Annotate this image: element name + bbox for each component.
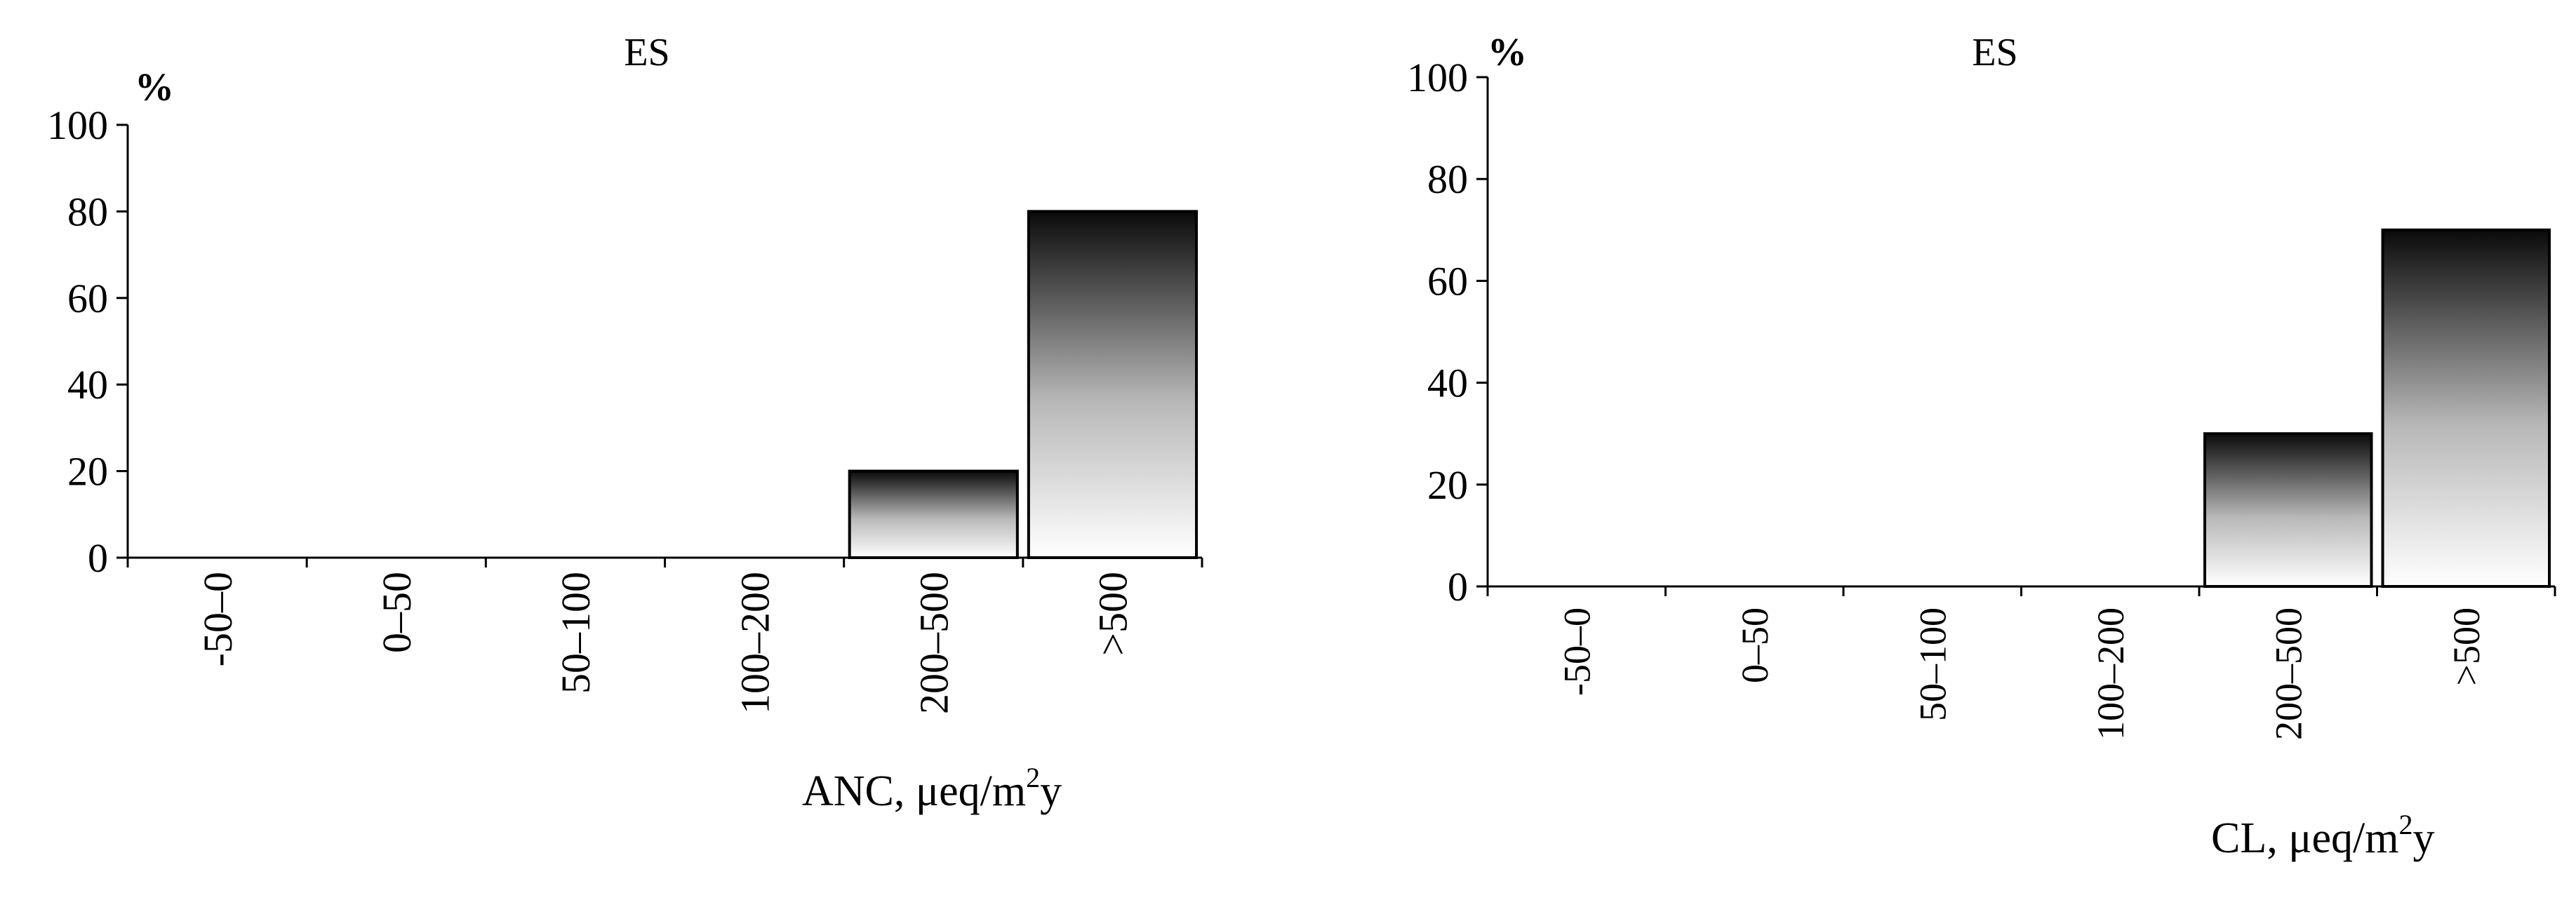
x-tick-label: 50–100: [1912, 607, 1954, 721]
x-tick-label: 100–200: [2090, 607, 2132, 740]
y-tick-label: 0: [88, 535, 108, 581]
y-tick-label: 100: [47, 102, 108, 148]
y-tick-label: 20: [1427, 462, 1468, 508]
x-axis-ticks: [1486, 586, 2556, 596]
x-tick-label: >500: [2445, 607, 2488, 685]
chart-anc: ES % 0 20 40 60 80 100 -50–0 0–50 50–100 100–200…: [47, 31, 1203, 815]
x-tick-labels: -50–0 0–50 50–100 100–200 200–500 >500: [1556, 607, 2488, 740]
y-tick-label: 40: [1427, 361, 1468, 406]
bar-200–500: [848, 469, 1019, 559]
y-tick-label: 60: [67, 276, 108, 321]
bar-200–500: [2203, 432, 2373, 589]
chart-title: ES: [1972, 31, 2017, 74]
x-axis-title: CL, μeq/m2y: [2211, 809, 2434, 862]
chart-title: ES: [624, 31, 669, 74]
x-tick-labels: -50–0 0–50 50–100 100–200 200–500 >500: [195, 572, 1136, 714]
chart-cl: ES % 0 20 40 60 80 100 -50–0 0–50 50–100 100–200…: [1407, 31, 2556, 862]
y-tick-label: 0: [1448, 564, 1468, 610]
y-tick-label: 60: [1427, 258, 1468, 304]
y-axis-ticks: 0 20 40 60 80 100: [1407, 55, 1488, 610]
x-tick-label: 50–100: [553, 572, 599, 694]
x-tick-label: >500: [1090, 572, 1136, 656]
y-axis-ticks: 0 20 40 60 80 100: [47, 102, 128, 581]
x-tick-label: 200–500: [2268, 607, 2310, 740]
x-tick-label: -50–0: [1556, 607, 1599, 696]
x-axis-ticks: [126, 558, 1203, 567]
x-tick-label: -50–0: [195, 572, 241, 666]
y-tick-label: 100: [1407, 55, 1468, 100]
y-axis-label: %: [135, 66, 174, 109]
y-tick-label: 20: [67, 449, 108, 495]
x-tick-label: 100–200: [732, 572, 778, 714]
x-axis-title: ANC, μeq/m2y: [802, 762, 1062, 815]
bar->500: [1027, 210, 1199, 559]
bars: [848, 210, 1199, 559]
bars: [2203, 228, 2551, 589]
bar->500: [2381, 228, 2551, 588]
y-axis-label: %: [1488, 31, 1527, 74]
x-tick-label: 0–50: [1734, 607, 1776, 683]
y-tick-label: 80: [67, 189, 108, 234]
x-tick-label: 200–500: [912, 572, 957, 714]
x-tick-label: 0–50: [374, 572, 420, 653]
y-tick-label: 80: [1427, 156, 1468, 202]
y-tick-label: 40: [67, 362, 108, 408]
